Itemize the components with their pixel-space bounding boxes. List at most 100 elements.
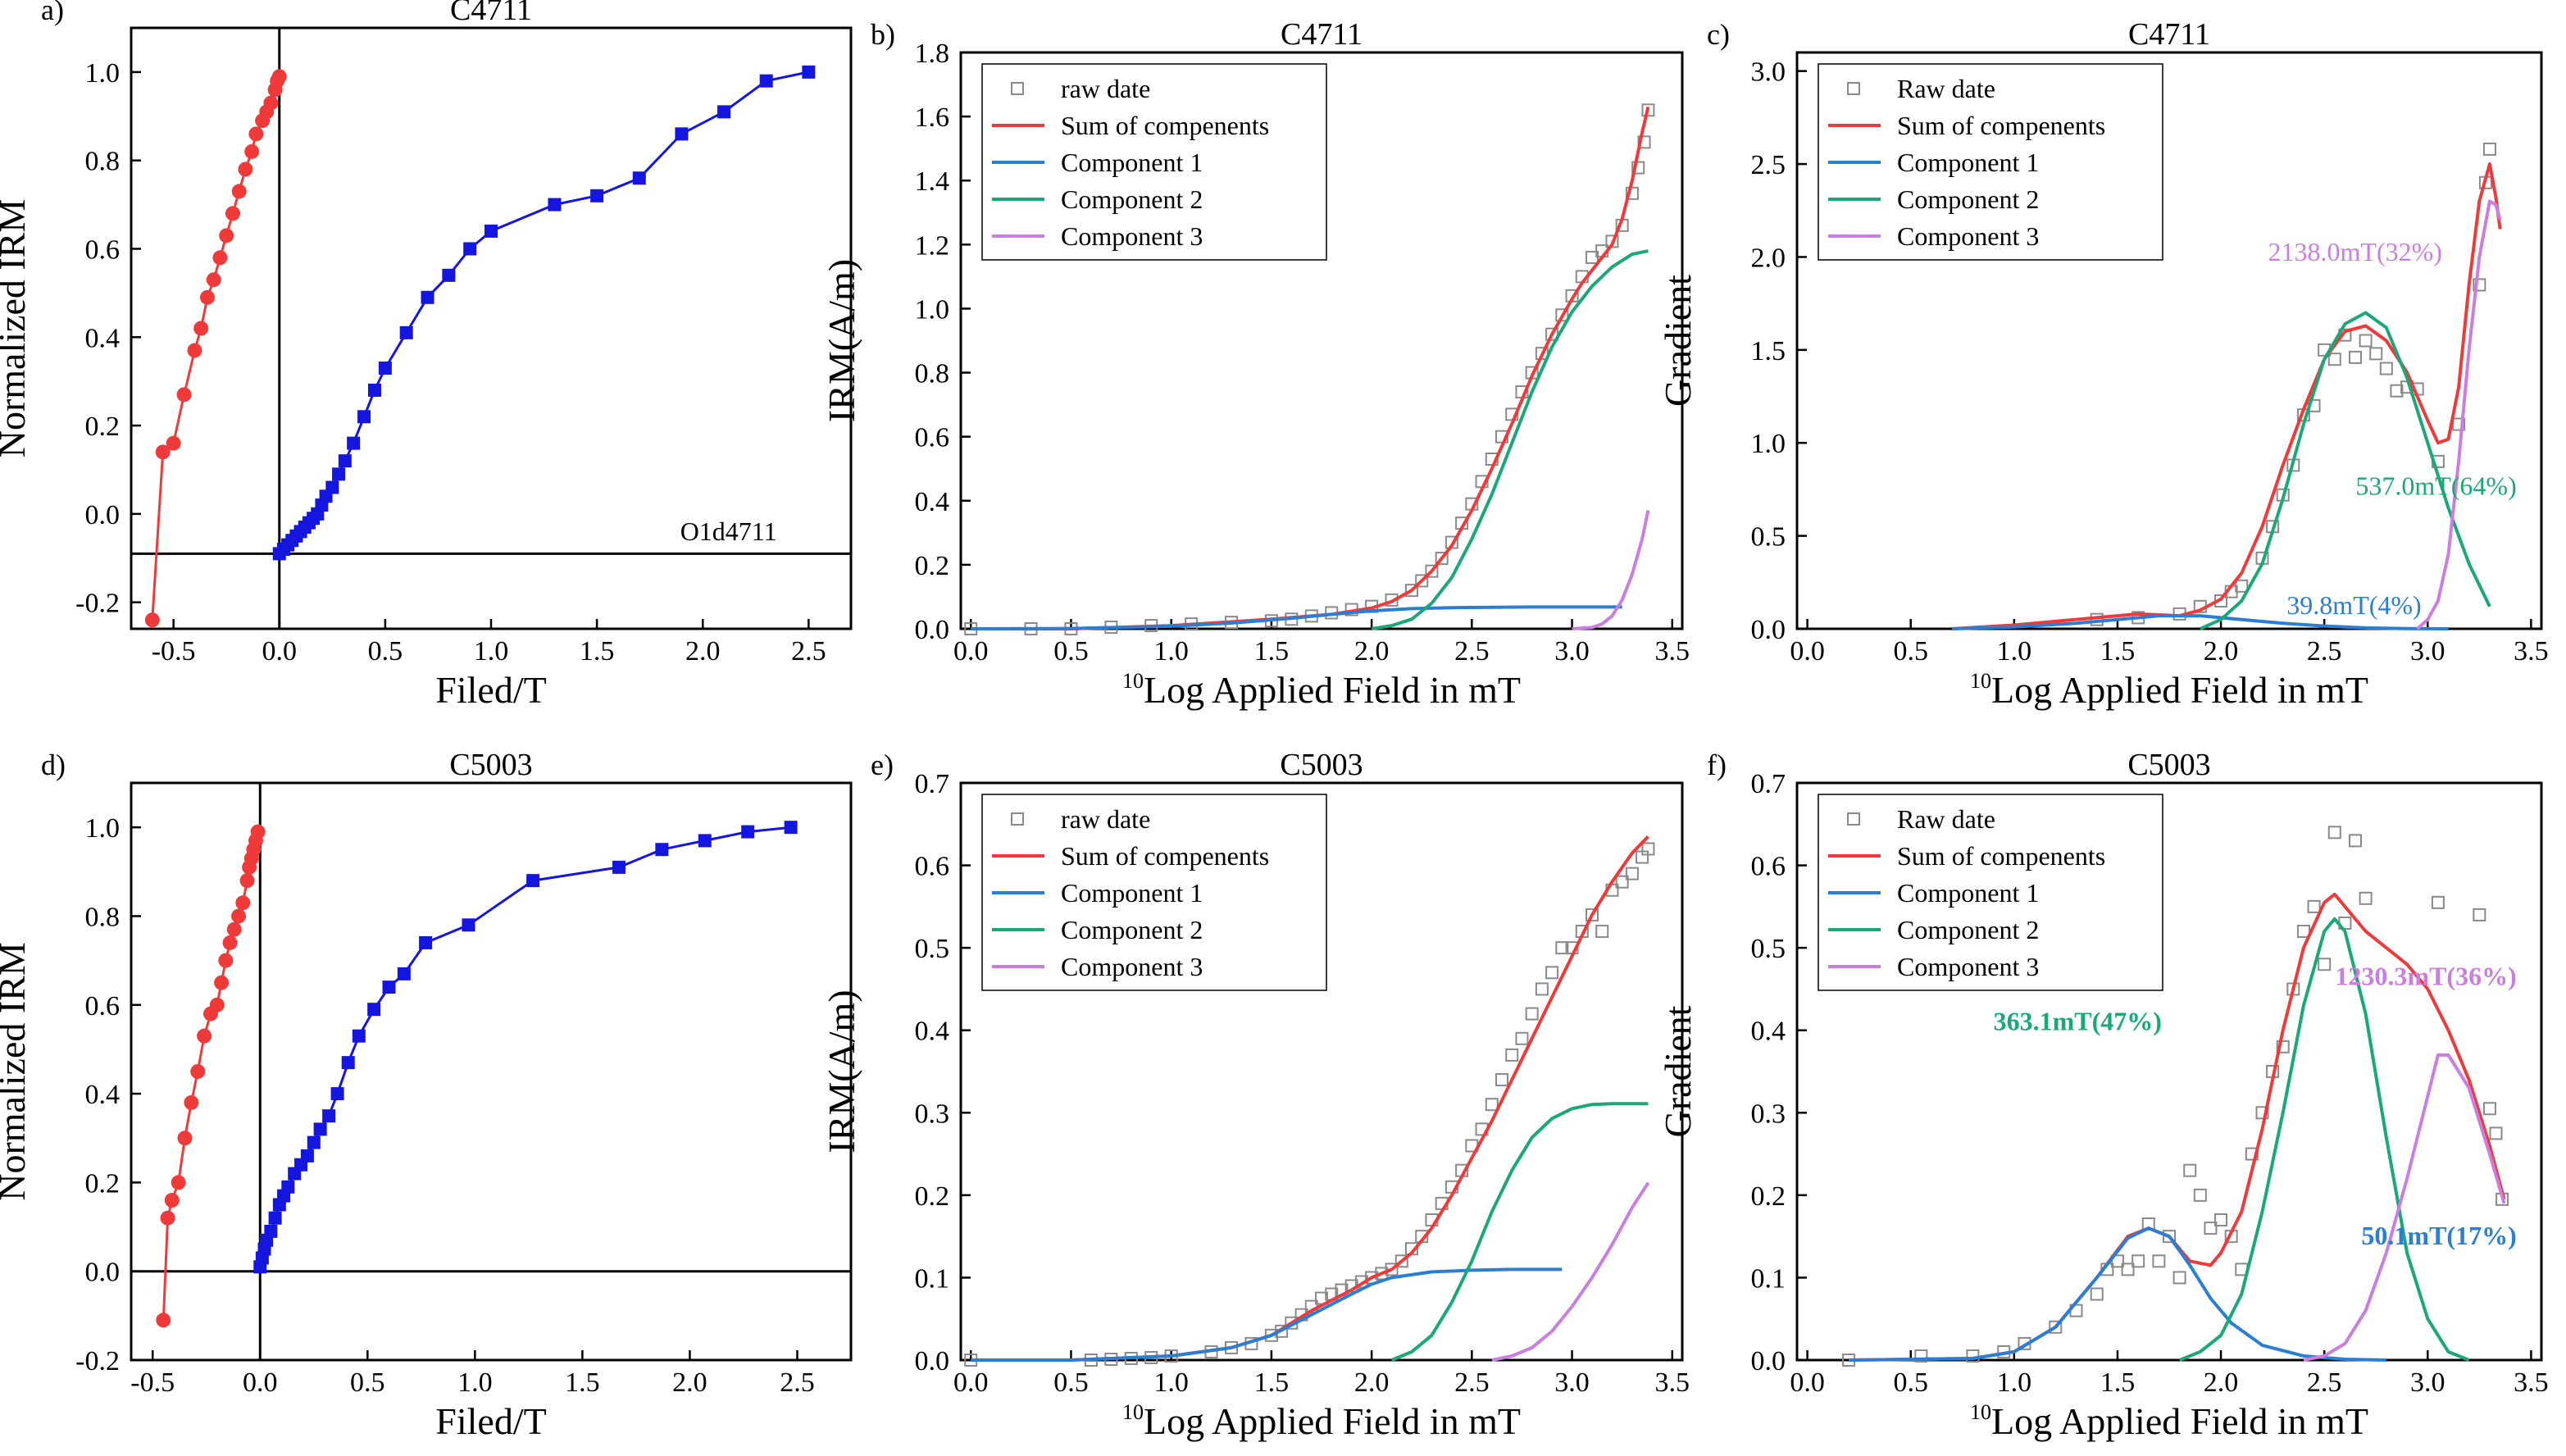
series-backfield (156, 824, 266, 1328)
data-point (176, 387, 192, 403)
x-axis-label: 10Log Applied Field in mT (1122, 669, 1521, 711)
x-tick-label: 2.5 (2307, 636, 2342, 667)
data-point (226, 921, 242, 937)
chart-title: C5003 (449, 748, 532, 782)
legend-label: Sum of compenents (1061, 841, 1269, 871)
panel-letter: c) (1707, 18, 1730, 51)
y-tick-label: 0.0 (85, 1258, 121, 1288)
data-point (238, 162, 253, 177)
x-tick-label: 2.0 (2204, 636, 2239, 667)
legend: raw date Sum of compenents Component 1 Comp… (981, 794, 1327, 991)
raw-data-point (2359, 891, 2373, 905)
chart-title: C4711 (450, 0, 532, 27)
data-point (231, 908, 247, 924)
x-tick-label: 2.0 (672, 1367, 707, 1398)
raw-data-point (2193, 1188, 2207, 1202)
data-point (347, 436, 361, 450)
data-point (367, 383, 381, 397)
data-point (341, 1056, 355, 1070)
raw-data-point (2379, 362, 2393, 375)
series-component-1 (971, 605, 1622, 630)
data-point (548, 198, 562, 212)
data-point (313, 1122, 327, 1136)
x-axis-label-text: Log Applied Field in mT (1991, 669, 2368, 711)
raw-data-point (2473, 278, 2486, 292)
series-line (1371, 249, 1649, 630)
y-tick-label: 0.6 (915, 852, 950, 882)
data-point (281, 1180, 295, 1194)
panel-letter: b) (871, 18, 895, 51)
x-tick-label: 2.0 (2204, 1367, 2239, 1398)
data-point (212, 250, 228, 266)
legend: Raw date Sum of compenents Component 1 Comp… (1818, 794, 2163, 991)
legend-marker (1011, 812, 1024, 826)
x-tick-label: 0.5 (1053, 636, 1089, 667)
x-axis-label: Filed/T (435, 669, 546, 711)
legend-label: Component 3 (1897, 221, 2039, 251)
y-tick-label: 0.6 (1751, 852, 1786, 882)
data-point (612, 860, 626, 874)
series-component-2 (2199, 311, 2491, 630)
data-point (419, 935, 433, 949)
raw-data-point (1264, 1328, 1278, 1342)
y-tick-label: 0.3 (915, 1099, 950, 1129)
series-line (2416, 199, 2502, 630)
x-tick-label: 0.0 (953, 1367, 989, 1398)
x-tick-label: 1.0 (457, 1367, 493, 1398)
raw-data-point (2163, 1230, 2176, 1244)
series-component-3 (2303, 1053, 2506, 1362)
data-point (155, 444, 171, 460)
y-tick-label: 1.8 (915, 39, 950, 69)
y-tick-label: 0.5 (1751, 522, 1786, 553)
x-axis-label-superscript: 10 (1970, 1400, 1991, 1424)
x-axis-label: 10Log Applied Field in mT (1970, 1400, 2368, 1442)
data-point (399, 325, 413, 339)
data-point (219, 228, 234, 243)
panel-letter: d) (41, 748, 66, 781)
data-point (332, 467, 346, 481)
x-tick-label: 1.5 (1254, 636, 1290, 667)
data-point (526, 874, 540, 888)
legend-marker (1847, 812, 1860, 826)
data-point (382, 981, 396, 994)
data-point (307, 1135, 321, 1149)
x-axis-label: Filed/T (435, 1400, 546, 1442)
raw-data-point (1405, 584, 1418, 598)
series-line (1952, 162, 2502, 630)
raw-data-point (1495, 1073, 1508, 1087)
series-line (278, 71, 809, 555)
x-tick-label: 0.0 (262, 636, 298, 667)
y-axis-label: Gradient (1657, 275, 1699, 407)
panel-f: 0.0 0.5 1.0 1.5 2.0 2.5 3.0 3.5 0.0 0.1 0.2 0.3 0.4 0… (1657, 748, 2549, 1442)
raw-data-point (1555, 308, 1569, 322)
legend: raw date Sum of compenents Component 1 Comp… (981, 63, 1327, 261)
data-point (655, 843, 669, 857)
y-tick-label: 0.0 (1751, 1346, 1786, 1376)
series-irm-acquisition (253, 821, 798, 1274)
y-tick-label: 0.7 (1751, 769, 1786, 799)
raw-data-point (2473, 908, 2486, 921)
raw-data-point (2235, 579, 2249, 593)
data-point (741, 825, 755, 839)
raw-data-point (2327, 353, 2341, 366)
data-point (397, 967, 411, 981)
legend: Raw date Sum of compenents Component 1 Comp… (1818, 63, 2163, 261)
data-point (222, 935, 238, 950)
data-point (160, 1210, 175, 1226)
chart-title: C4711 (1281, 17, 1363, 52)
x-tick-label: 1.5 (1254, 1367, 1290, 1398)
data-point (330, 1087, 344, 1101)
data-point (632, 171, 646, 185)
raw-data-point (2482, 142, 2496, 156)
panel-b: 0.0 0.5 1.0 1.5 2.0 2.5 3.0 3.5 0.0 0.2 0.4 0.6 0.8 1… (821, 17, 1690, 711)
plot-frame (959, 51, 1684, 630)
y-tick-label: 0.7 (915, 769, 950, 799)
panel-a: -0.5 0.0 0.5 1.0 1.5 2.0 2.5 -0.2 0.0 0.2 0.4 0.6 0.… (0, 0, 853, 711)
x-tick-label: 0.5 (1893, 636, 1928, 667)
series-line (2199, 311, 2491, 630)
x-tick-label: 0.5 (1053, 1367, 1089, 1398)
x-tick-label: -0.5 (130, 1367, 175, 1398)
y-tick-label: 0.4 (85, 1080, 121, 1110)
legend-label: Sum of compenents (1061, 111, 1269, 140)
x-tick-label: 0.0 (953, 636, 989, 667)
